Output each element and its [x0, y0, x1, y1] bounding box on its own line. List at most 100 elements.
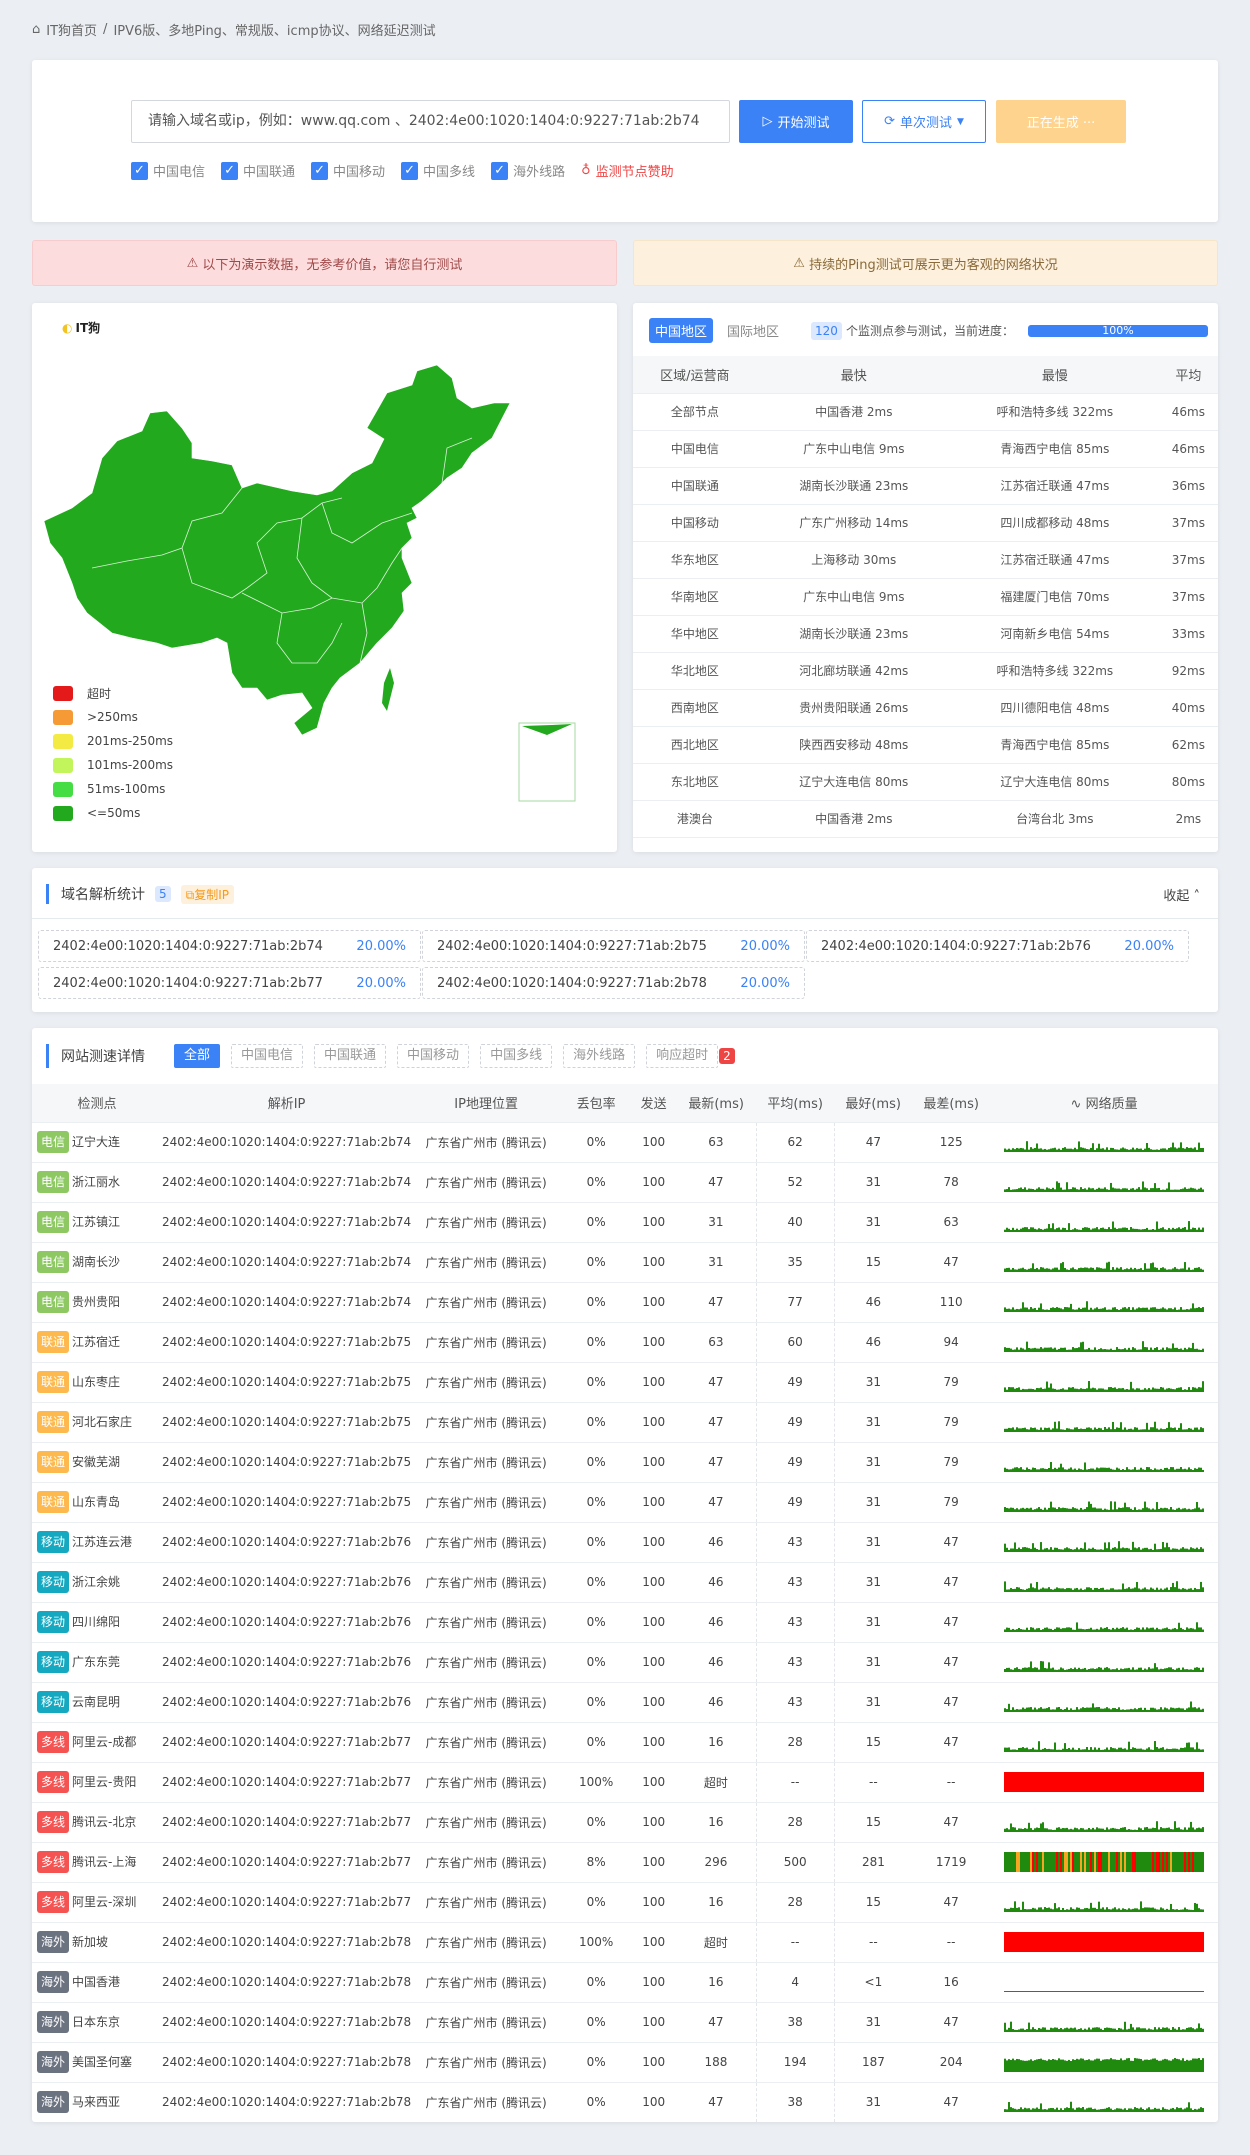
quality-bar	[1174, 1389, 1177, 1392]
quality-bar	[1158, 1852, 1161, 1872]
quality-bar	[1094, 2108, 1097, 2113]
quality-bar	[1194, 1348, 1197, 1352]
quality-bar	[1016, 1467, 1019, 1472]
legend-swatch	[53, 709, 73, 725]
table-row: 中国电信 广东中山电信 9ms 青海西宁电信 85ms 46ms	[633, 430, 1218, 468]
quality-bar	[1134, 1708, 1137, 1712]
quality-bar	[1170, 1829, 1173, 1832]
quality-bar	[1028, 1309, 1031, 1312]
quality-bar	[1202, 1667, 1205, 1672]
filter-checkbox[interactable]: ✓ 中国移动	[311, 161, 385, 180]
filter-tab[interactable]: 响应超时	[646, 1044, 719, 1068]
collapse-button[interactable]: 收起 ˄	[1163, 885, 1200, 904]
start-test-button[interactable]: ▷ 开始测试	[739, 100, 853, 143]
quality-bar	[1162, 1227, 1165, 1232]
quality-bar	[1146, 1142, 1149, 1152]
quality-bar	[1038, 1348, 1041, 1352]
test-mode-dropdown[interactable]: ⟳ 单次测试 ▼	[862, 100, 986, 143]
section-title: 网站测速详情	[61, 1049, 145, 1065]
quality-bar	[1034, 1667, 1037, 1672]
quality-bar	[1074, 1588, 1077, 1592]
quality-bar	[1054, 1467, 1057, 1472]
quality-bar	[1012, 1427, 1015, 1432]
quality-bar	[1038, 1628, 1041, 1632]
quality-bar	[1126, 1627, 1129, 1632]
quality-bar	[1018, 1387, 1021, 1392]
quality-bar	[1124, 1469, 1127, 1472]
copy-ip-button[interactable]: ⧉复制IP	[180, 884, 234, 904]
quality-bar	[1170, 1587, 1173, 1592]
tab-international[interactable]: 国际地区	[727, 325, 780, 340]
filter-tab[interactable]: 海外线路	[563, 1044, 636, 1068]
quality-bar	[1178, 1991, 1181, 1992]
resolved-ip-item[interactable]: 2402:4e00:1020:1404:0:9227:71ab:2b78 20.0…	[422, 967, 805, 999]
filter-tab[interactable]: 中国电信	[231, 1044, 304, 1068]
quality-bar	[1008, 1187, 1011, 1192]
quality-bar	[1140, 1268, 1143, 1272]
quality-bar	[1118, 1669, 1121, 1672]
quality-bar	[1098, 1667, 1101, 1672]
quality-bar	[1130, 1227, 1133, 1232]
quality-bar	[1106, 1309, 1109, 1312]
quality-bar	[1108, 1542, 1111, 1552]
quality-bar	[1046, 1548, 1049, 1552]
quality-bar	[1166, 1852, 1169, 1872]
quality-bar	[1080, 1588, 1083, 1592]
quality-bar	[1030, 2029, 1033, 2032]
quality-bar	[1060, 1263, 1063, 1272]
domain-input[interactable]: 请输入域名或ip，例如：www.qq.com 、2402:4e00:1020:1…	[131, 100, 730, 143]
resolved-ip-item[interactable]: 2402:4e00:1020:1404:0:9227:71ab:2b74 20.0…	[38, 930, 421, 962]
table-cell: 46ms	[1158, 393, 1218, 431]
quality-bar	[1100, 1828, 1103, 1832]
filter-checkbox[interactable]: ✓ 海外线路	[491, 161, 565, 180]
quality-bar	[1042, 1748, 1045, 1752]
table-cell: 0%	[561, 2041, 632, 2082]
node-name: 腾讯云-上海	[72, 1855, 137, 1869]
table-cell: 80ms	[1158, 763, 1218, 801]
resolved-ip-item[interactable]: 2402:4e00:1020:1404:0:9227:71ab:2b77 20.0…	[38, 967, 421, 999]
quality-bar	[1160, 1827, 1163, 1832]
quality-bar	[1114, 1429, 1117, 1432]
resolved-ip-item[interactable]: 2402:4e00:1020:1404:0:9227:71ab:2b75 20.0…	[422, 930, 805, 962]
quality-bar	[1096, 1707, 1099, 1712]
quality-bar	[1122, 1429, 1125, 1432]
quality-bar	[1104, 1187, 1107, 1192]
quality-bar	[1156, 1308, 1159, 1312]
filter-checkbox[interactable]: ✓ 中国电信	[131, 161, 205, 180]
quality-bar	[1022, 2109, 1025, 2113]
sponsor-link[interactable]: ♁ 监测节点赞助	[581, 161, 674, 180]
quality-bar	[1090, 1188, 1093, 1192]
quality-bar	[1164, 1189, 1167, 1192]
filter-tab[interactable]: 中国移动	[397, 1044, 470, 1068]
table-cell: 2402:4e00:1020:1404:0:9227:71ab:2b74	[162, 1161, 412, 1202]
quality-bar	[1198, 1307, 1201, 1312]
filter-tab[interactable]: 全部	[174, 1044, 221, 1068]
filter-tab[interactable]: 中国多线	[480, 1044, 553, 1068]
mode-label: 单次测试	[899, 116, 952, 131]
quality-bar	[1082, 1227, 1085, 1232]
table-cell: 4	[755, 1961, 835, 2002]
quality-bar	[1118, 1829, 1121, 1832]
table-cell: 100	[631, 1601, 677, 1642]
breadcrumb-home[interactable]: IT狗首页	[46, 24, 98, 39]
quality-bar	[1006, 1389, 1009, 1392]
resolved-ip-item[interactable]: 2402:4e00:1020:1404:0:9227:71ab:2b76 20.0…	[806, 930, 1189, 962]
filter-checkbox[interactable]: ✓ 中国多线	[401, 161, 475, 180]
quality-bar	[1018, 1309, 1021, 1312]
quality-bar	[1130, 1428, 1133, 1432]
quality-bar	[1038, 2028, 1041, 2032]
generating-button[interactable]: 正在生成 ···	[996, 100, 1126, 143]
quality-bar	[1170, 2029, 1173, 2032]
quality-bar	[1144, 1501, 1147, 1512]
quality-bar	[1202, 1381, 1205, 1392]
tab-china[interactable]: 中国地区	[649, 318, 714, 343]
quality-bar	[1166, 1748, 1169, 1752]
filter-checkbox[interactable]: ✓ 中国联通	[221, 161, 295, 180]
quality-bar	[1130, 1188, 1133, 1192]
quality-bar	[1150, 1587, 1153, 1592]
quality-bar	[1126, 1991, 1129, 1992]
quality-bar	[1132, 1908, 1135, 1912]
filter-tab[interactable]: 中国联通	[314, 1044, 387, 1068]
china-map[interactable]	[32, 343, 617, 803]
quality-bar	[1056, 1228, 1059, 1232]
